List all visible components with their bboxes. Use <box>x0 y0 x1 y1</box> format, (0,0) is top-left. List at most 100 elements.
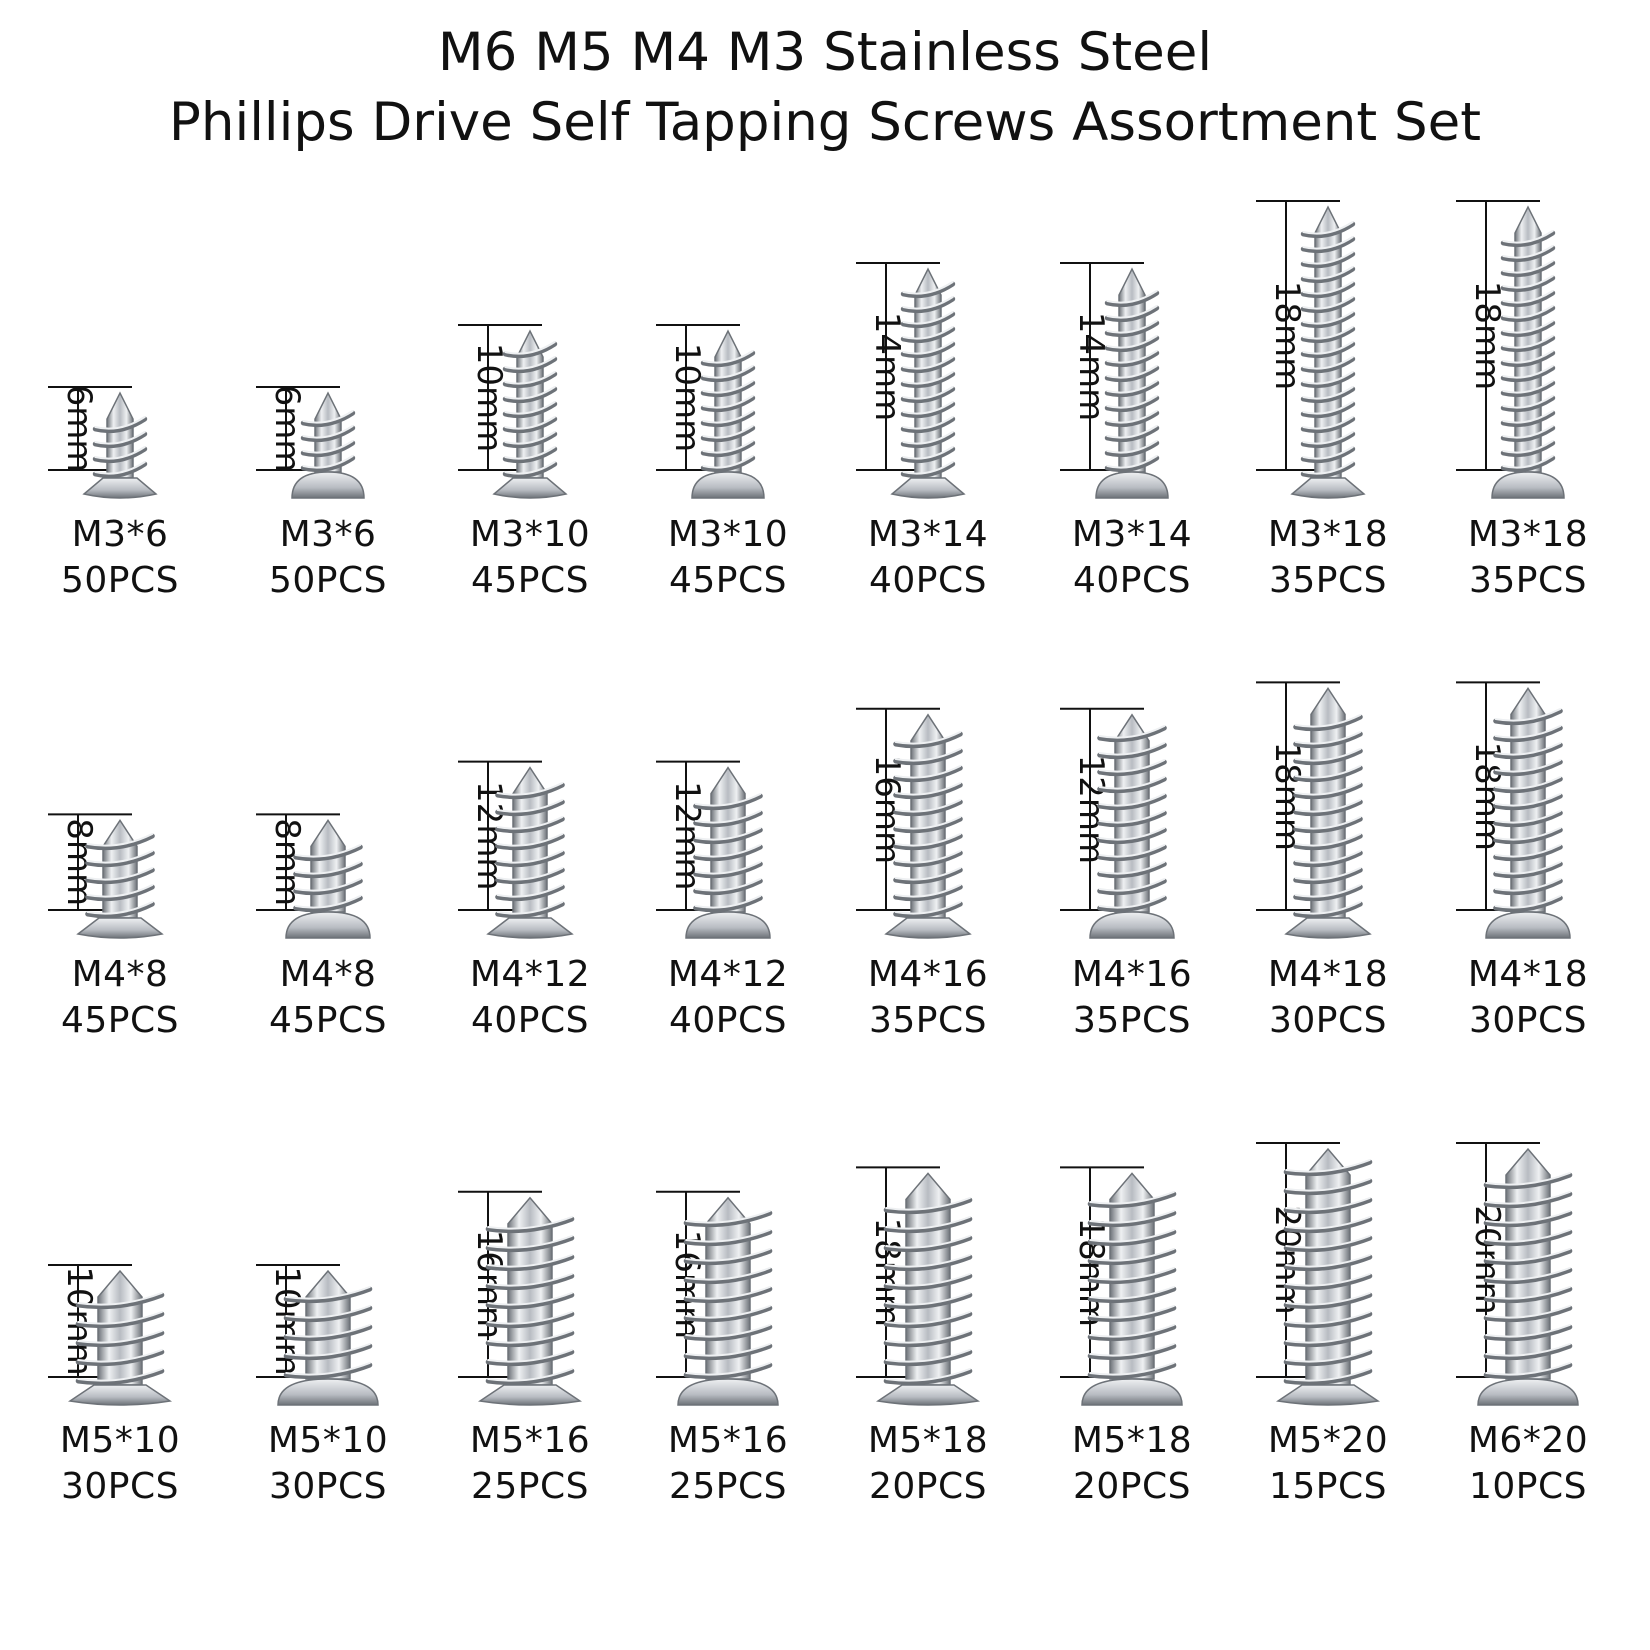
screw-illustration: 8mm <box>256 813 371 939</box>
screw-illustration: 20mm <box>1256 1142 1381 1406</box>
screw-quantity: 30PCS <box>60 1466 179 1507</box>
screw-item: 20mm M5*20 15PCS <box>1228 0 1428 1650</box>
screw-label: M5*16 25PCS <box>628 1418 828 1510</box>
screw-label: M5*10 30PCS <box>228 1418 428 1510</box>
screw-size: M5*18 <box>867 1420 989 1461</box>
screw-item: 16mm M4*16 35PCS <box>828 0 1028 1650</box>
flat-head-screw <box>884 713 972 939</box>
screw-item: 18mm M4*18 30PCS <box>1228 0 1428 1650</box>
screw-item: 16mm M5*16 25PCS <box>430 0 630 1650</box>
screw-label: M3*6 50PCS <box>228 512 428 604</box>
screw-item: 12mm M4*12 40PCS <box>628 0 828 1650</box>
screw-quantity: 35PCS <box>868 1000 987 1041</box>
screw-quantity: 45PCS <box>268 1000 387 1041</box>
screw-label: M5*20 15PCS <box>1228 1418 1428 1510</box>
dimension-label: 14mm <box>1071 312 1111 422</box>
screw-illustration: 10mm <box>48 1264 173 1406</box>
screw-quantity: 40PCS <box>470 1000 589 1041</box>
pan-head-screw <box>1477 1147 1579 1406</box>
screw-illustration: 10mm <box>656 324 765 499</box>
screw-item: 20mm M6*20 10PCS <box>1428 0 1628 1650</box>
screw-label: M4*18 30PCS <box>1428 952 1628 1044</box>
dimension-marker: 10mm <box>48 1264 132 1378</box>
screw-size: M5*18 <box>1071 1420 1193 1461</box>
screw-size: M6*20 <box>1467 1420 1589 1461</box>
screw-quantity: 20PCS <box>1072 1466 1191 1507</box>
screw-label: M3*14 40PCS <box>1032 512 1232 604</box>
screw-label: M3*18 35PCS <box>1428 512 1628 604</box>
screw-illustration: 14mm <box>856 262 966 499</box>
screw-item: 10mm M3*10 45PCS <box>430 0 630 1650</box>
dimension-label: 10mm <box>469 343 509 453</box>
screw-item: 12mm M4*16 35PCS <box>1032 0 1232 1650</box>
screw-quantity: 40PCS <box>1072 560 1191 601</box>
pan-head-screw <box>1485 687 1571 939</box>
screw-item: 6mm M3*6 50PCS <box>228 0 428 1650</box>
screw-label: M6*20 10PCS <box>1428 1418 1628 1510</box>
dimension-label: 12mm <box>469 781 509 891</box>
flat-head-screw <box>82 391 158 499</box>
dimension-label: 6mm <box>267 385 307 473</box>
screw-illustration: 6mm <box>256 385 365 499</box>
screw-illustration: 12mm <box>1060 707 1175 939</box>
screw-illustration: 18mm <box>856 1166 981 1406</box>
screw-label: M4*18 30PCS <box>1228 952 1428 1044</box>
screw-label: M4*12 40PCS <box>628 952 828 1044</box>
screw-size: M4*18 <box>1267 954 1389 995</box>
screw-item: 10mm M5*10 30PCS <box>20 0 220 1650</box>
screw-size: M5*10 <box>267 1420 389 1461</box>
screw-illustration: 16mm <box>656 1190 779 1406</box>
screw-label: M4*8 45PCS <box>20 952 220 1044</box>
screw-size: M5*20 <box>1267 1420 1389 1461</box>
screw-item: 18mm M3*18 35PCS <box>1228 0 1428 1650</box>
screw-quantity: 30PCS <box>1468 1000 1587 1041</box>
screw-illustration: 10mm <box>458 324 568 499</box>
screw-quantity: 35PCS <box>1072 1000 1191 1041</box>
screw-item: 10mm M5*10 30PCS <box>228 0 428 1650</box>
pan-head-screw <box>285 819 371 939</box>
dimension-marker: 18mm <box>1456 681 1540 911</box>
screw-item: 10mm M3*10 45PCS <box>628 0 828 1650</box>
screw-item: 14mm M3*14 40PCS <box>828 0 1028 1650</box>
screw-label: M3*10 45PCS <box>628 512 828 604</box>
title-line-2: Phillips Drive Self Tapping Screws Assor… <box>168 92 1482 153</box>
dimension-marker: 18mm <box>1456 200 1540 471</box>
screw-size: M3*6 <box>279 514 377 555</box>
dimension-label: 18mm <box>1267 281 1307 391</box>
screw-illustration: 10mm <box>256 1264 379 1406</box>
screw-quantity: 40PCS <box>668 1000 787 1041</box>
dimension-marker: 14mm <box>856 262 940 471</box>
screw-label: M4*16 35PCS <box>1032 952 1232 1044</box>
screw-item: 18mm M5*18 20PCS <box>1032 0 1232 1650</box>
screw-quantity: 15PCS <box>1268 1466 1387 1507</box>
screw-illustration: 18mm <box>1456 681 1571 939</box>
screw-size: M4*12 <box>667 954 789 995</box>
pan-head-screw <box>1081 1172 1183 1406</box>
screw-quantity: 30PCS <box>1268 1000 1387 1041</box>
screw-quantity: 25PCS <box>470 1466 589 1507</box>
screw-size: M4*16 <box>1071 954 1193 995</box>
screw-illustration: 12mm <box>656 760 771 939</box>
screw-size: M4*16 <box>867 954 989 995</box>
screw-label: M3*14 40PCS <box>828 512 1028 604</box>
dimension-marker: 10mm <box>458 324 542 471</box>
screw-item: 18mm M5*18 20PCS <box>828 0 1028 1650</box>
screw-item: 8mm M4*8 45PCS <box>228 0 428 1650</box>
screw-item: 12mm M4*12 40PCS <box>430 0 630 1650</box>
screw-item: 8mm M4*8 45PCS <box>20 0 220 1650</box>
screw-item: 18mm M4*18 30PCS <box>1428 0 1628 1650</box>
pan-head-screw <box>685 766 771 939</box>
screw-quantity: 10PCS <box>1468 1466 1587 1507</box>
flat-head-screw <box>492 329 568 499</box>
screw-quantity: 40PCS <box>868 560 987 601</box>
screw-illustration: 14mm <box>1060 262 1169 499</box>
pan-head-screw <box>677 1196 779 1406</box>
flat-head-screw <box>477 1196 583 1406</box>
screw-item: 16mm M5*16 25PCS <box>628 0 828 1650</box>
screw-size: M4*8 <box>71 954 169 995</box>
dimension-marker: 12mm <box>458 760 542 911</box>
flat-head-screw <box>1275 1147 1381 1406</box>
screw-size: M3*6 <box>71 514 169 555</box>
screw-illustration: 16mm <box>856 707 972 939</box>
